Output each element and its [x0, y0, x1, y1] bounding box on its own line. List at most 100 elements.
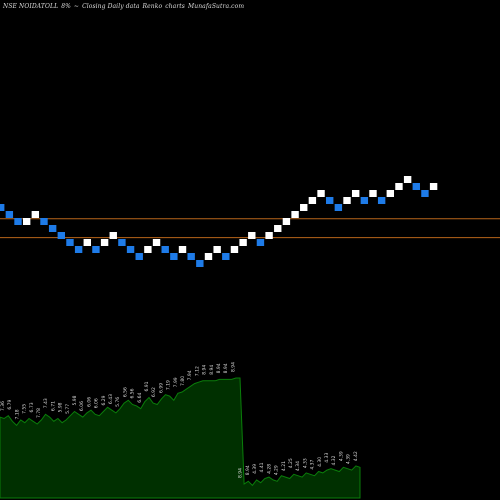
up-brick	[144, 246, 152, 253]
volume-label: 4.37	[310, 460, 316, 470]
volume-label: 7.94	[187, 370, 193, 380]
volume-label: 6.56	[130, 388, 136, 398]
up-brick	[369, 190, 377, 197]
site-name: MunafaSutra.com	[187, 3, 245, 10]
down-brick	[326, 197, 334, 204]
volume-label: 6.29	[101, 395, 107, 405]
volume-label: 8.94	[202, 365, 208, 375]
volume-label: 4.41	[259, 462, 265, 472]
up-brick	[386, 190, 395, 197]
up-brick	[230, 246, 239, 253]
up-brick	[239, 239, 247, 246]
change-label: 8%	[61, 3, 71, 10]
volume-label: 8.94	[216, 363, 222, 373]
up-brick	[152, 239, 161, 246]
volume-labels: 7.36 6.797.187.55 6.737.787.43 6.71 5.98 5.77…	[0, 362, 359, 478]
volume-label: 7.19	[166, 380, 172, 390]
volume-label: 7.12	[194, 366, 200, 376]
down-brick	[14, 218, 22, 225]
volume-label: 7.80	[180, 376, 186, 386]
down-brick	[5, 211, 14, 218]
down-brick	[334, 204, 343, 211]
volume-label: 8.94	[238, 468, 244, 478]
volume-label: 4.33	[302, 458, 308, 468]
up-brick	[291, 211, 299, 218]
volume-label: 4.34	[295, 461, 301, 471]
down-brick	[222, 253, 230, 260]
down-brick	[135, 253, 143, 260]
data-desc: Closing Daily data	[82, 3, 140, 10]
volume-label: 8.94	[230, 362, 236, 372]
volume-label: 6.64	[137, 393, 143, 403]
volume-label: 7.36	[0, 401, 6, 411]
volume-label: 4.42	[353, 451, 359, 461]
volume-label: 4.29	[274, 465, 280, 475]
volume-area	[0, 377, 361, 499]
down-brick	[0, 204, 5, 211]
trend-arrow: ~	[73, 3, 80, 10]
volume-label: 6.99	[158, 383, 164, 393]
down-brick	[126, 246, 135, 253]
volume-label: 6.56	[122, 387, 128, 397]
up-brick	[317, 190, 325, 197]
down-brick	[118, 239, 126, 246]
up-brick	[403, 176, 412, 183]
volume-area-path	[0, 377, 361, 499]
up-brick	[274, 225, 282, 232]
volume-label: 8.94	[209, 365, 215, 375]
down-brick	[40, 218, 48, 225]
chart-header: NSE NOIDATOLL 8% ~ Closing Daily data Renko c…	[3, 3, 247, 10]
volume-label: 4.39	[252, 464, 258, 474]
up-brick	[213, 246, 221, 253]
volume-label: 5.77	[65, 404, 71, 414]
symbol-label: NSE NOIDATOLL	[3, 3, 59, 10]
down-brick	[74, 246, 83, 253]
down-brick	[360, 197, 369, 204]
volume-label: 6.73	[29, 402, 35, 412]
volume-label: 5.98	[58, 402, 64, 412]
volume-label: 7.99	[173, 377, 179, 387]
volume-label: 5.98	[72, 395, 78, 405]
up-brick	[100, 239, 109, 246]
up-brick	[248, 232, 256, 239]
up-brick	[178, 246, 187, 253]
chart-word: charts	[165, 3, 185, 10]
down-brick	[92, 246, 100, 253]
down-brick	[412, 183, 420, 190]
down-brick	[421, 190, 429, 197]
up-brick	[282, 218, 291, 225]
up-brick	[343, 197, 351, 204]
volume-label: 4.33	[324, 453, 330, 463]
volume-label: 7.18	[14, 409, 20, 419]
volume-label: 6.91	[144, 381, 150, 391]
volume-label: 7.43	[43, 398, 49, 408]
down-brick	[170, 253, 178, 260]
volume-label: 8.94	[245, 465, 251, 475]
volume-label: 6.71	[50, 401, 56, 411]
volume-label: 4.28	[266, 464, 272, 474]
down-brick	[377, 197, 386, 204]
down-brick	[161, 246, 169, 253]
down-brick	[48, 225, 57, 232]
volume-label: 4.32	[331, 455, 337, 465]
volume-label: 6.79	[7, 400, 13, 410]
down-brick	[196, 260, 204, 267]
volume-label: 4.21	[281, 461, 287, 471]
down-brick	[57, 232, 66, 239]
volume-label: 7.78	[36, 408, 42, 418]
chart-kind: Renko	[142, 3, 163, 10]
up-brick	[308, 197, 317, 204]
volume-label: 4.39	[338, 451, 344, 461]
volume-label: 6.06	[94, 398, 100, 408]
down-brick	[256, 239, 265, 246]
volume-label: 6.43	[108, 394, 114, 404]
renko-bricks	[0, 176, 438, 267]
up-brick	[83, 239, 91, 246]
volume-label: 4.30	[317, 457, 323, 467]
up-brick	[31, 211, 40, 218]
volume-label: 4.39	[346, 454, 352, 464]
up-brick	[351, 190, 360, 197]
up-brick	[265, 232, 273, 239]
up-brick	[22, 218, 31, 225]
